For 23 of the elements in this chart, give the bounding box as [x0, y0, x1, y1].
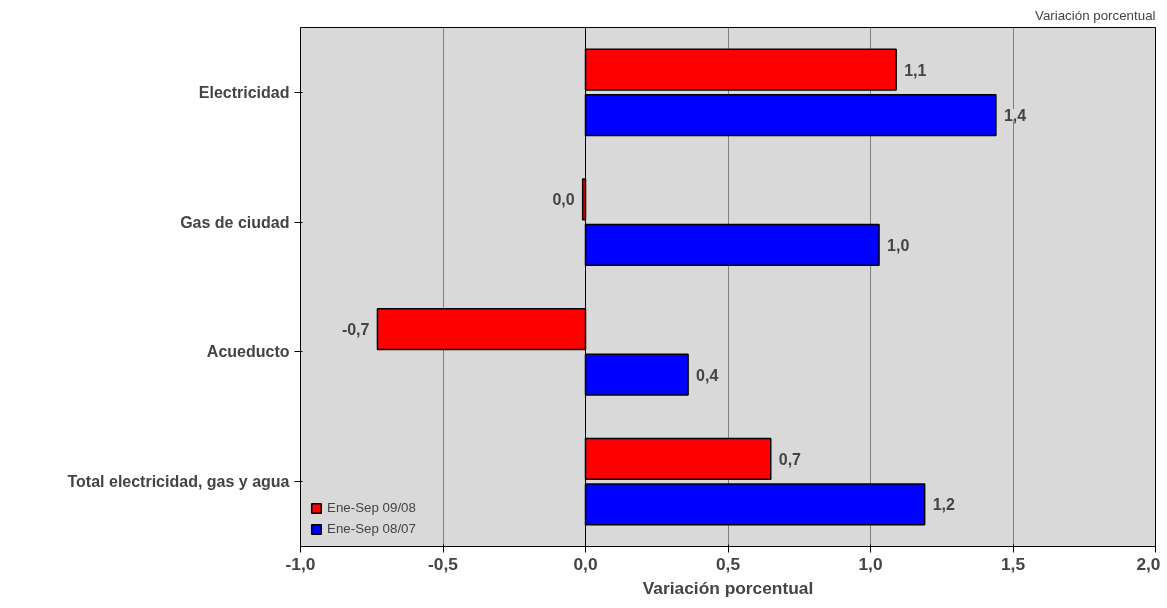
y-tick-label: Gas de ciudad [180, 213, 290, 231]
data-label: 0,7 [778, 450, 802, 468]
data-label: 0,4 [696, 366, 719, 384]
y-tick-label: Acueducto [206, 343, 290, 361]
x-axis-title: Variación porcentual [642, 577, 814, 598]
data-label: -0,7 [341, 321, 370, 339]
x-tick-label: 1,5 [1000, 553, 1026, 574]
data-label: 1,4 [1003, 107, 1027, 125]
data-label: 1,2 [932, 496, 955, 514]
data-label: 1,1 [904, 61, 927, 79]
x-tick-label: 1,0 [858, 553, 883, 574]
legend-label: Ene-Sep 09/08 [327, 500, 416, 515]
x-tick-label: -1,0 [285, 553, 316, 574]
text: Variación porcentual [1034, 7, 1156, 23]
data-label: 0,0 [552, 191, 575, 209]
x-tick-label: -0,5 [428, 553, 459, 574]
x-tick-label: 0,5 [715, 553, 741, 574]
x-tick-label: 2,0 [1136, 553, 1161, 574]
data-label: 1,0 [887, 236, 910, 254]
legend-label: Ene-Sep 08/07 [327, 521, 416, 536]
y-tick-label: Electricidad [198, 83, 290, 101]
x-tick-label: 0,0 [573, 553, 598, 574]
y-tick-label: Total electricidad, gas y agua [67, 473, 290, 491]
